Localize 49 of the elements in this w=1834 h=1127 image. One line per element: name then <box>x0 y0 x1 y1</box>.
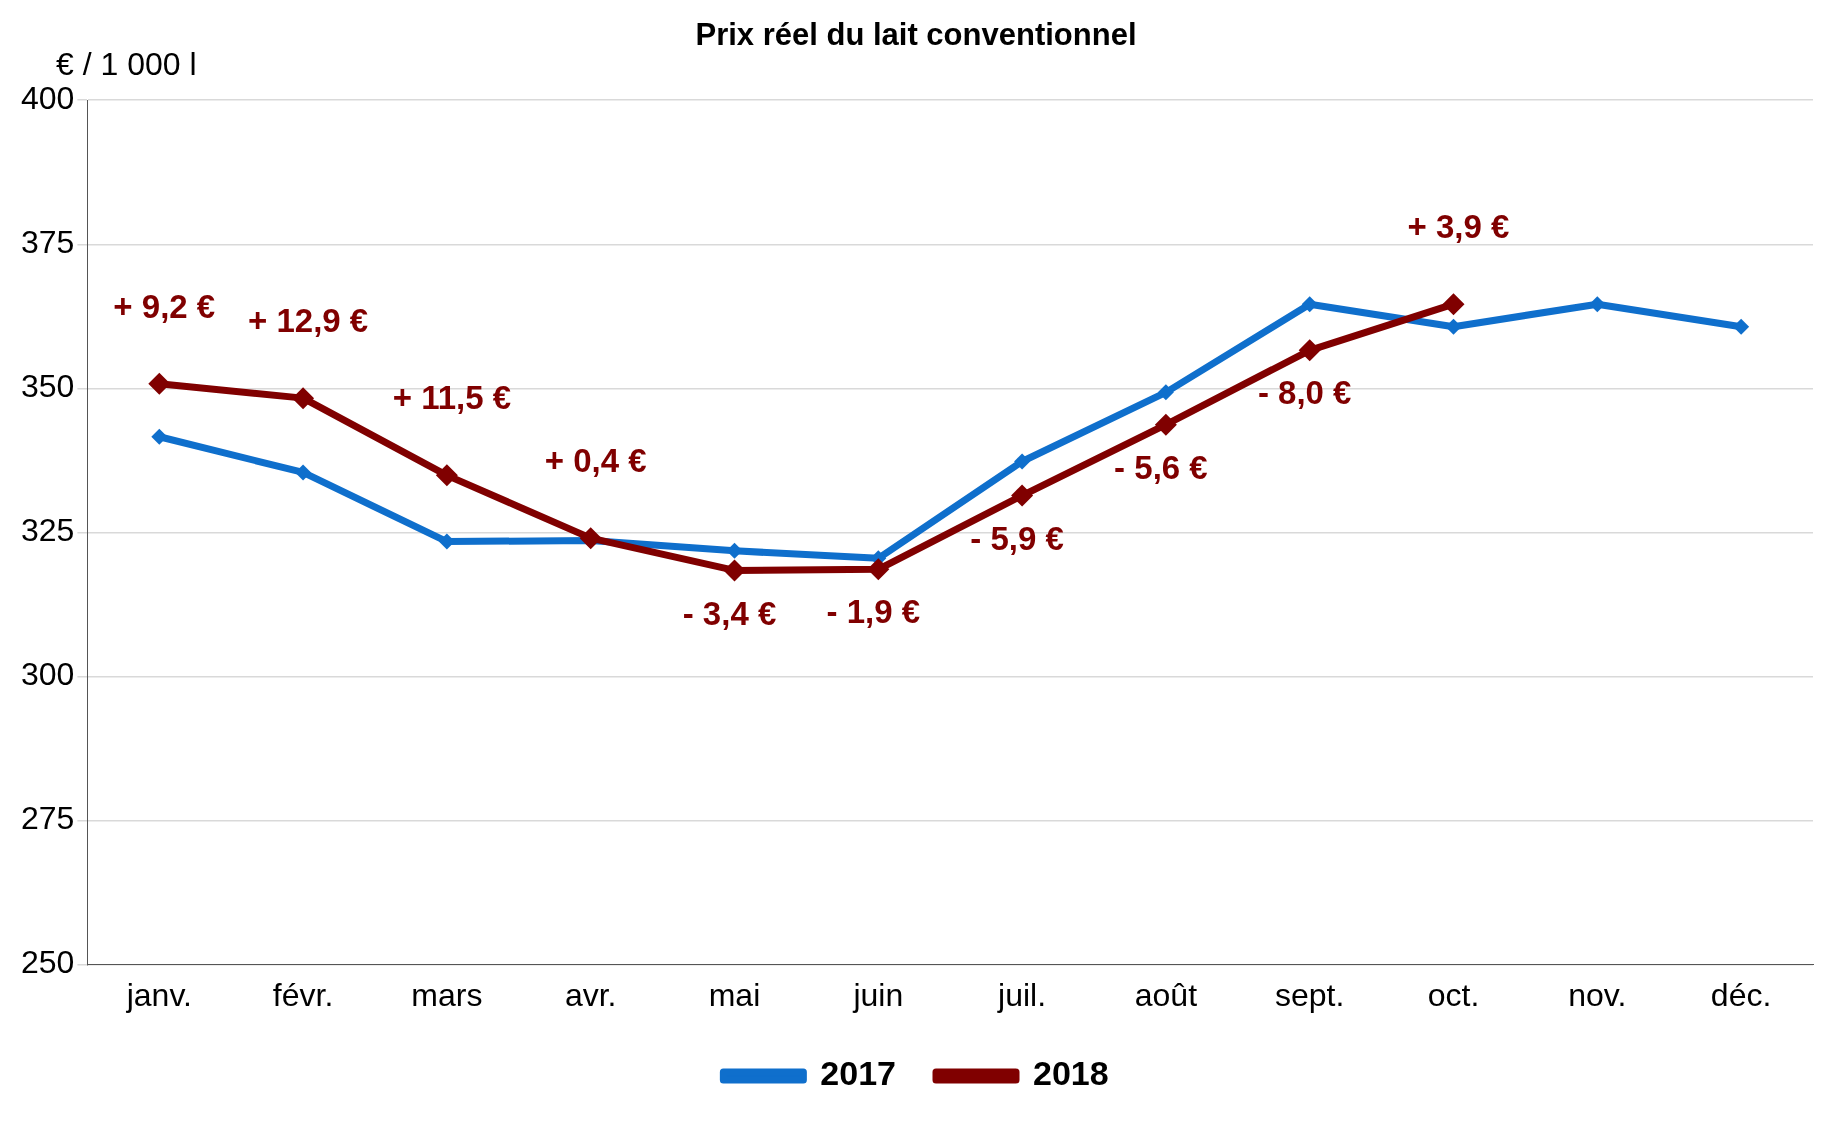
annotation: + 0,4 € <box>544 442 647 480</box>
point <box>292 387 315 410</box>
point <box>1011 484 1034 507</box>
annotation: - 5,6 € <box>1114 448 1208 486</box>
annotation: - 5,9 € <box>970 519 1064 557</box>
x-tick-label: déc. <box>1710 976 1772 1013</box>
point <box>867 558 890 581</box>
y-tick-label: 375 <box>21 224 75 261</box>
point <box>1301 296 1318 313</box>
x-tick-label: févr. <box>272 976 334 1013</box>
point <box>1733 318 1750 335</box>
x-tick-label: juin <box>852 976 904 1013</box>
x-tick-label: oct. <box>1427 976 1480 1013</box>
x-tick-label: sept. <box>1275 976 1345 1013</box>
annotation: + 3,9 € <box>1407 208 1510 246</box>
point <box>579 527 602 550</box>
x-tick-label: mars <box>411 976 483 1013</box>
y-tick-label: 250 <box>21 944 75 981</box>
annotation: + 9,2 € <box>113 287 216 325</box>
annotation: + 11,5 € <box>392 379 512 417</box>
x-tick-label: janv. <box>125 976 192 1013</box>
x-tick-label: août <box>1134 976 1198 1013</box>
y-axis-title: € / 1 000 l <box>56 46 197 83</box>
point <box>1157 384 1174 401</box>
chart-title: Prix réel du lait conventionnel <box>695 17 1137 53</box>
y-tick-label: 350 <box>21 368 75 405</box>
y-tick-label: 400 <box>21 80 75 117</box>
point <box>295 464 312 481</box>
x-tick-label: avr. <box>564 976 617 1013</box>
x-tick-label: mai <box>708 976 761 1013</box>
point <box>1014 453 1031 470</box>
annotation: - 3,4 € <box>682 594 777 632</box>
point <box>148 372 171 395</box>
point <box>1442 293 1465 316</box>
legend-label: 2018 <box>1033 1054 1109 1093</box>
annotation: + 12,9 € <box>247 302 369 340</box>
annotation: - 8,0 € <box>1257 374 1352 412</box>
legend-label: 2017 <box>820 1054 896 1093</box>
y-tick-label: 325 <box>21 512 75 549</box>
y-tick-label: 300 <box>21 656 75 693</box>
point <box>435 464 458 487</box>
x-tick-label: juil. <box>997 976 1047 1013</box>
x-tick-label: nov. <box>1568 976 1627 1013</box>
point <box>1298 339 1321 362</box>
annotation: - 1,9 € <box>826 593 921 631</box>
point <box>151 428 168 445</box>
y-tick-label: 275 <box>21 800 75 837</box>
point <box>1154 413 1177 436</box>
point <box>723 559 746 582</box>
